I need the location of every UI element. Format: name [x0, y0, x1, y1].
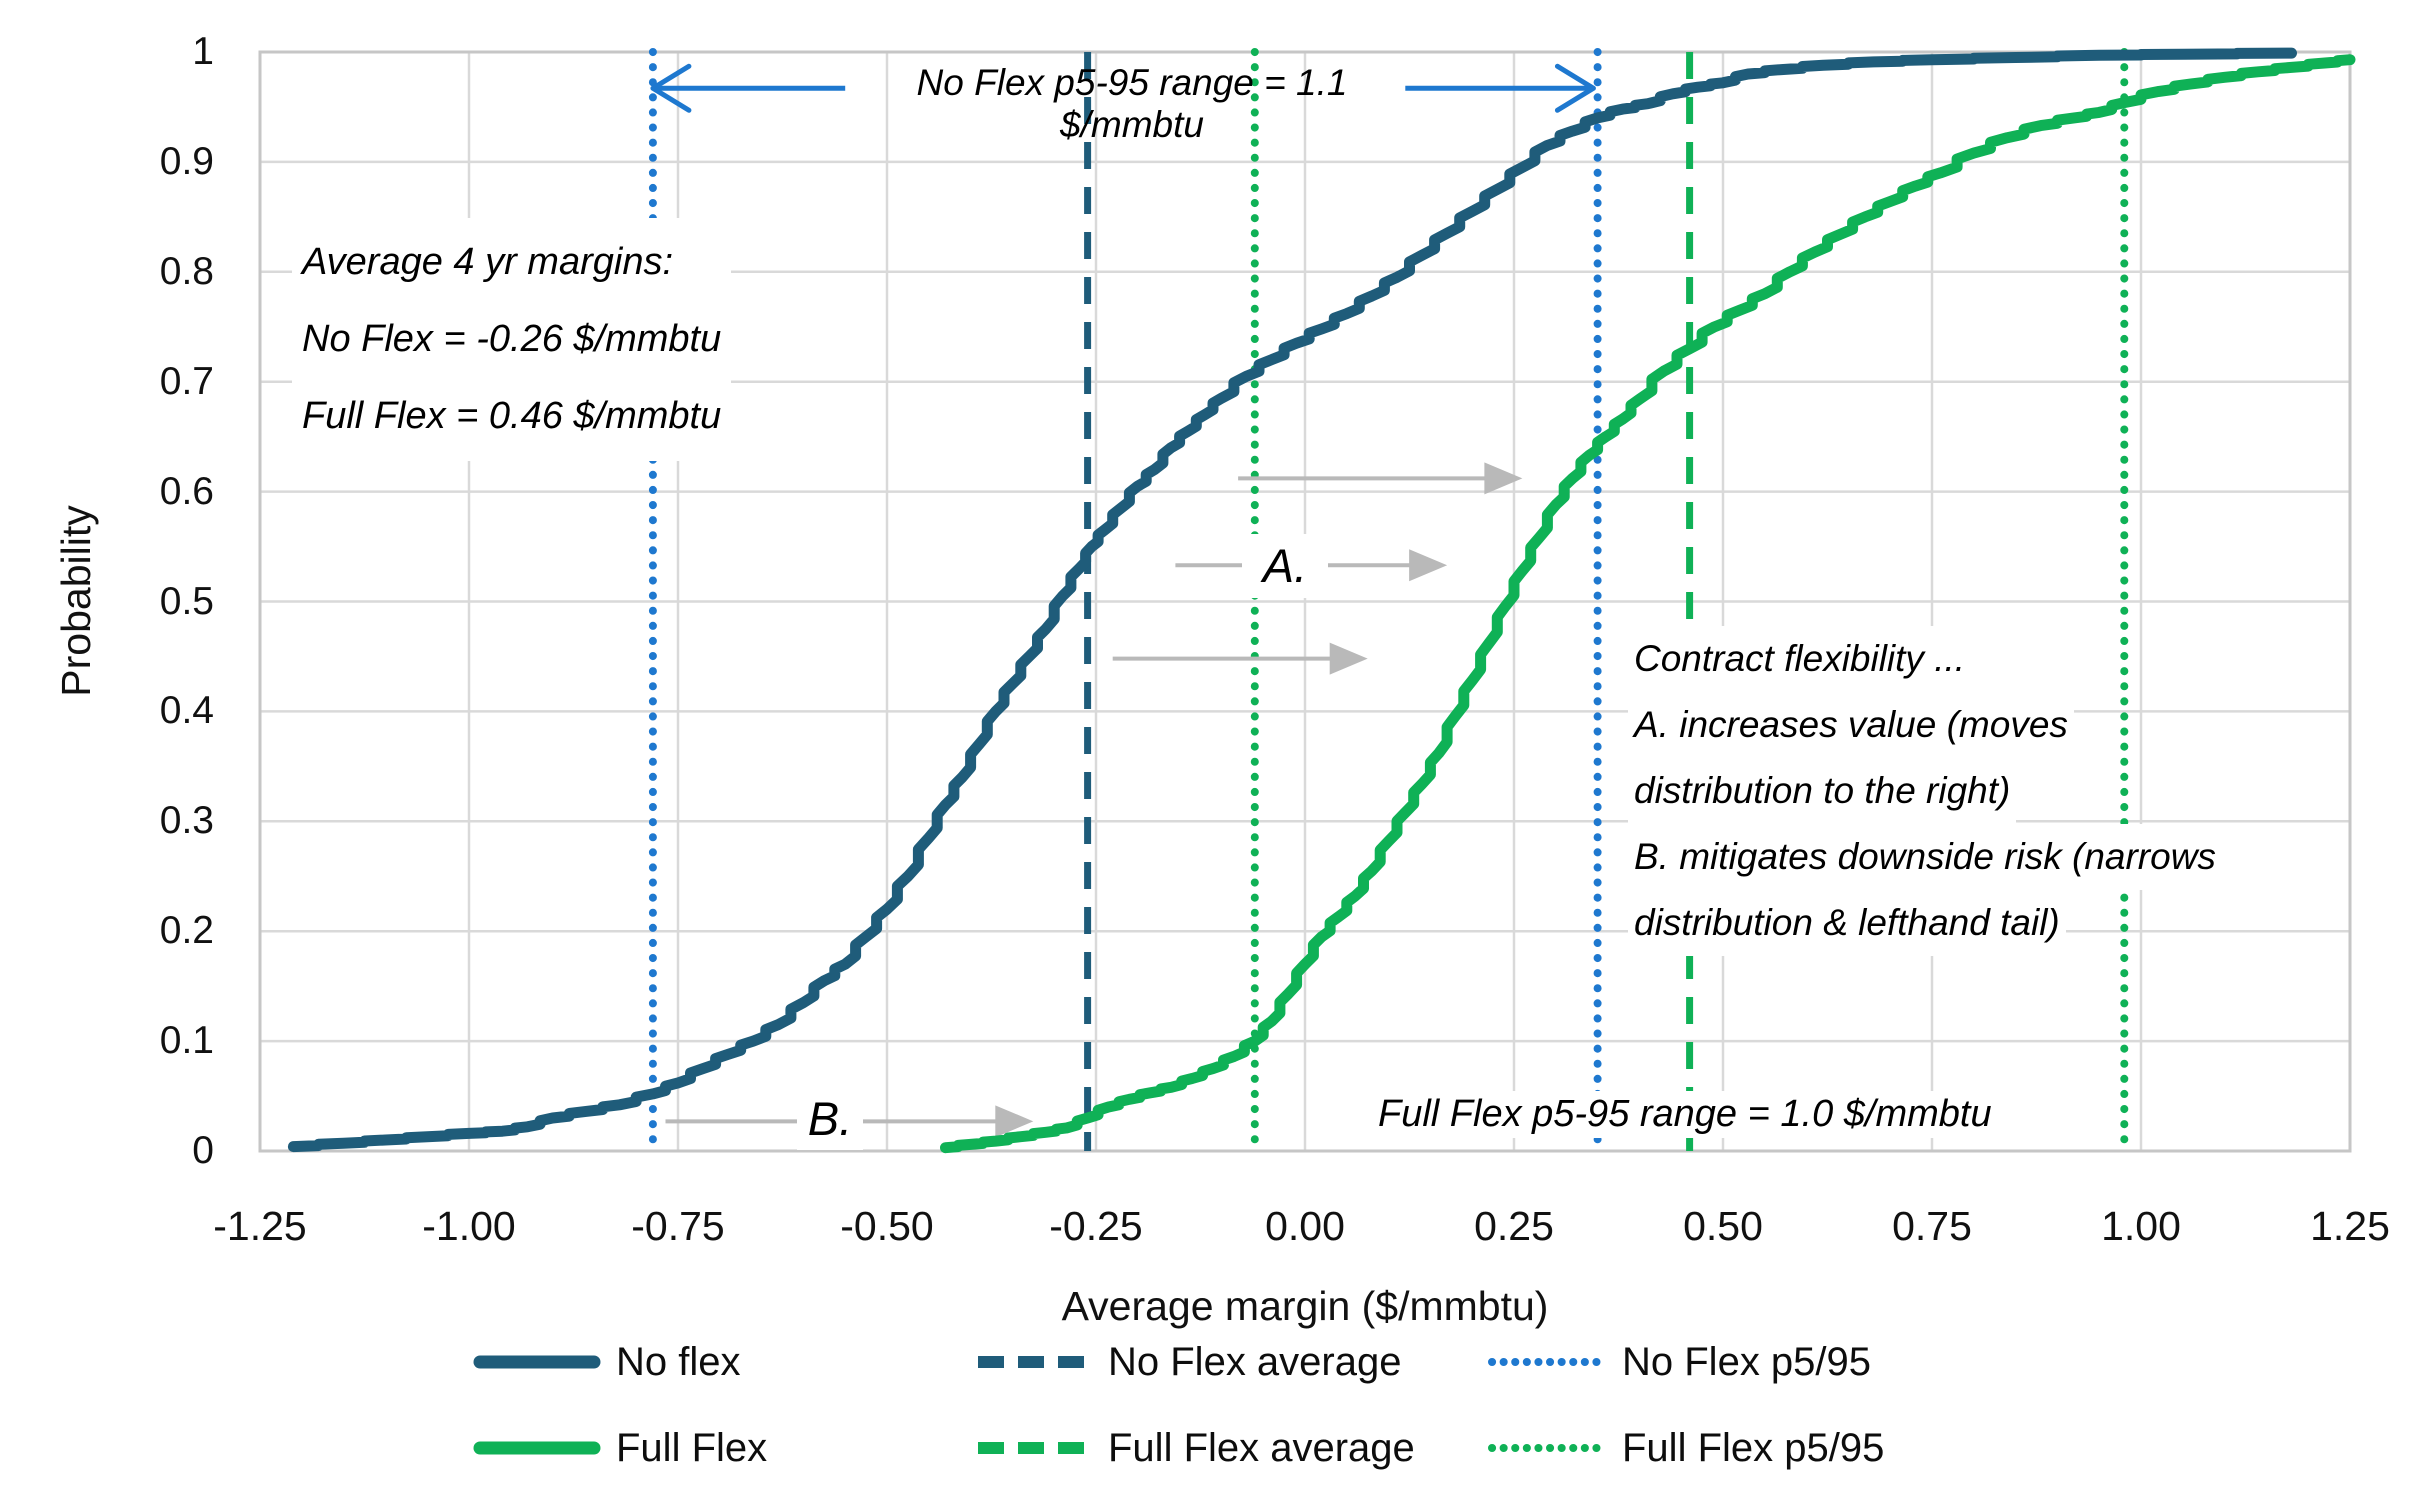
contract-flexibility-line-2: A. increases value (moves: [1628, 692, 2074, 758]
legend-row-full-flex: Full Flex Full Flex average Full Flex p5…: [0, 1422, 2430, 1474]
full-flex-solid-swatch: [473, 1441, 601, 1455]
contract-flexibility-annotation: Contract flexibility ... A. increases va…: [1628, 626, 2222, 956]
x-tick-label: 0.75: [1892, 1203, 1972, 1249]
legend-label-no-flex: No flex: [616, 1339, 741, 1384]
x-tick-label: 0.50: [1683, 1203, 1763, 1249]
shift-arrow-upper-head: [1484, 462, 1523, 495]
curve-full-flex: [940, 54, 2356, 1154]
contract-flexibility-line-5: distribution & lefthand tail): [1628, 890, 2066, 956]
x-tick-label: -0.25: [1049, 1203, 1143, 1249]
no-flex-range-annotation: No Flex p5-95 range = 1.1 $/mmbtu: [916, 62, 1348, 145]
average-margins-line-2: No Flex = -0.26 $/mmbtu: [302, 318, 722, 360]
legend-label-no-flex-average: No Flex average: [1108, 1339, 1402, 1384]
no-flex-range-arrow-right-head: [1554, 63, 1596, 113]
x-tick-label: 0.25: [1474, 1203, 1554, 1249]
average-margins-line-1: Average 4 yr margins:: [302, 241, 674, 283]
y-tick-label: 0.2: [159, 909, 214, 953]
x-tick-label: -1.00: [422, 1203, 516, 1249]
contract-flexibility-line-1: Contract flexibility ...: [1628, 626, 1972, 692]
average-margins-line-3: Full Flex = 0.46 $/mmbtu: [302, 395, 722, 437]
legend-label-full-flex-average: Full Flex average: [1108, 1425, 1415, 1470]
full-flex-range-annotation: Full Flex p5-95 range = 1.0 $/mmbtu: [1368, 1091, 2002, 1138]
label-b-annotation: B.: [797, 1088, 863, 1150]
x-tick-label: -0.75: [631, 1203, 725, 1249]
y-tick-label: 0.4: [159, 689, 214, 733]
average-margins-annotation: Average 4 yr margins: No Flex = -0.26 $/…: [292, 218, 732, 461]
shift-arrow-middle-head: [1409, 549, 1448, 582]
contract-flexibility-line-4: B. mitigates downside risk (narrows: [1628, 824, 2222, 890]
y-tick-label: 0.1: [159, 1019, 214, 1063]
no-flex-dotted-swatch: [1488, 1358, 1608, 1366]
legend-item-full-flex: Full Flex: [472, 1422, 767, 1474]
x-tick-label: -1.25: [213, 1203, 307, 1249]
x-tick-label: 1.25: [2310, 1203, 2390, 1249]
full-flex-dotted-swatch: [1488, 1444, 1608, 1452]
y-tick-label: 0.5: [159, 579, 214, 623]
x-tick-label: 0.00: [1265, 1203, 1345, 1249]
y-tick-label: 0.6: [159, 469, 214, 513]
x-tick-label: 1.00: [2101, 1203, 2181, 1249]
no-flex-dashed-swatch: [978, 1356, 1092, 1368]
x-axis-title: Average margin ($/mmbtu): [1061, 1283, 1549, 1329]
legend-item-no-flex-p595: No Flex p5/95: [1486, 1336, 1871, 1388]
legend-item-full-flex-p595: Full Flex p5/95: [1486, 1422, 1884, 1474]
y-tick-label: 0.3: [159, 799, 214, 843]
curve-no-flex: [287, 47, 2297, 1153]
y-tick-label: 0.8: [159, 249, 214, 293]
plot-frame: [258, 50, 2352, 1153]
x-tick-label: -0.50: [840, 1203, 934, 1249]
legend-item-full-flex-average: Full Flex average: [976, 1422, 1415, 1474]
legend-label-no-flex-p595: No Flex p5/95: [1622, 1339, 1872, 1384]
y-axis-title: Probability: [53, 505, 99, 697]
legend-label-full-flex: Full Flex: [616, 1425, 768, 1470]
legend-label-full-flex-p595: Full Flex p5/95: [1622, 1425, 1885, 1470]
label-a-annotation: A.: [1242, 534, 1328, 598]
y-tick-label: 1: [192, 30, 214, 73]
legend-item-no-flex-average: No Flex average: [976, 1336, 1401, 1388]
no-flex-solid-swatch: [473, 1355, 601, 1369]
no-flex-range-arrow-left-head: [650, 63, 692, 113]
y-tick-label: 0.7: [159, 359, 214, 403]
shift-arrow-lower-head: [1329, 642, 1368, 675]
legend-row-no-flex: No flex No Flex average No Flex p5/95: [0, 1336, 2430, 1388]
y-tick-label: 0: [192, 1129, 214, 1172]
contract-flexibility-line-3: distribution to the right): [1628, 758, 2017, 824]
full-flex-dashed-swatch: [978, 1442, 1092, 1454]
legend-item-no-flex: No flex: [472, 1336, 741, 1388]
shift-arrow-b-head: [995, 1105, 1034, 1138]
y-tick-label: 0.9: [159, 139, 214, 183]
